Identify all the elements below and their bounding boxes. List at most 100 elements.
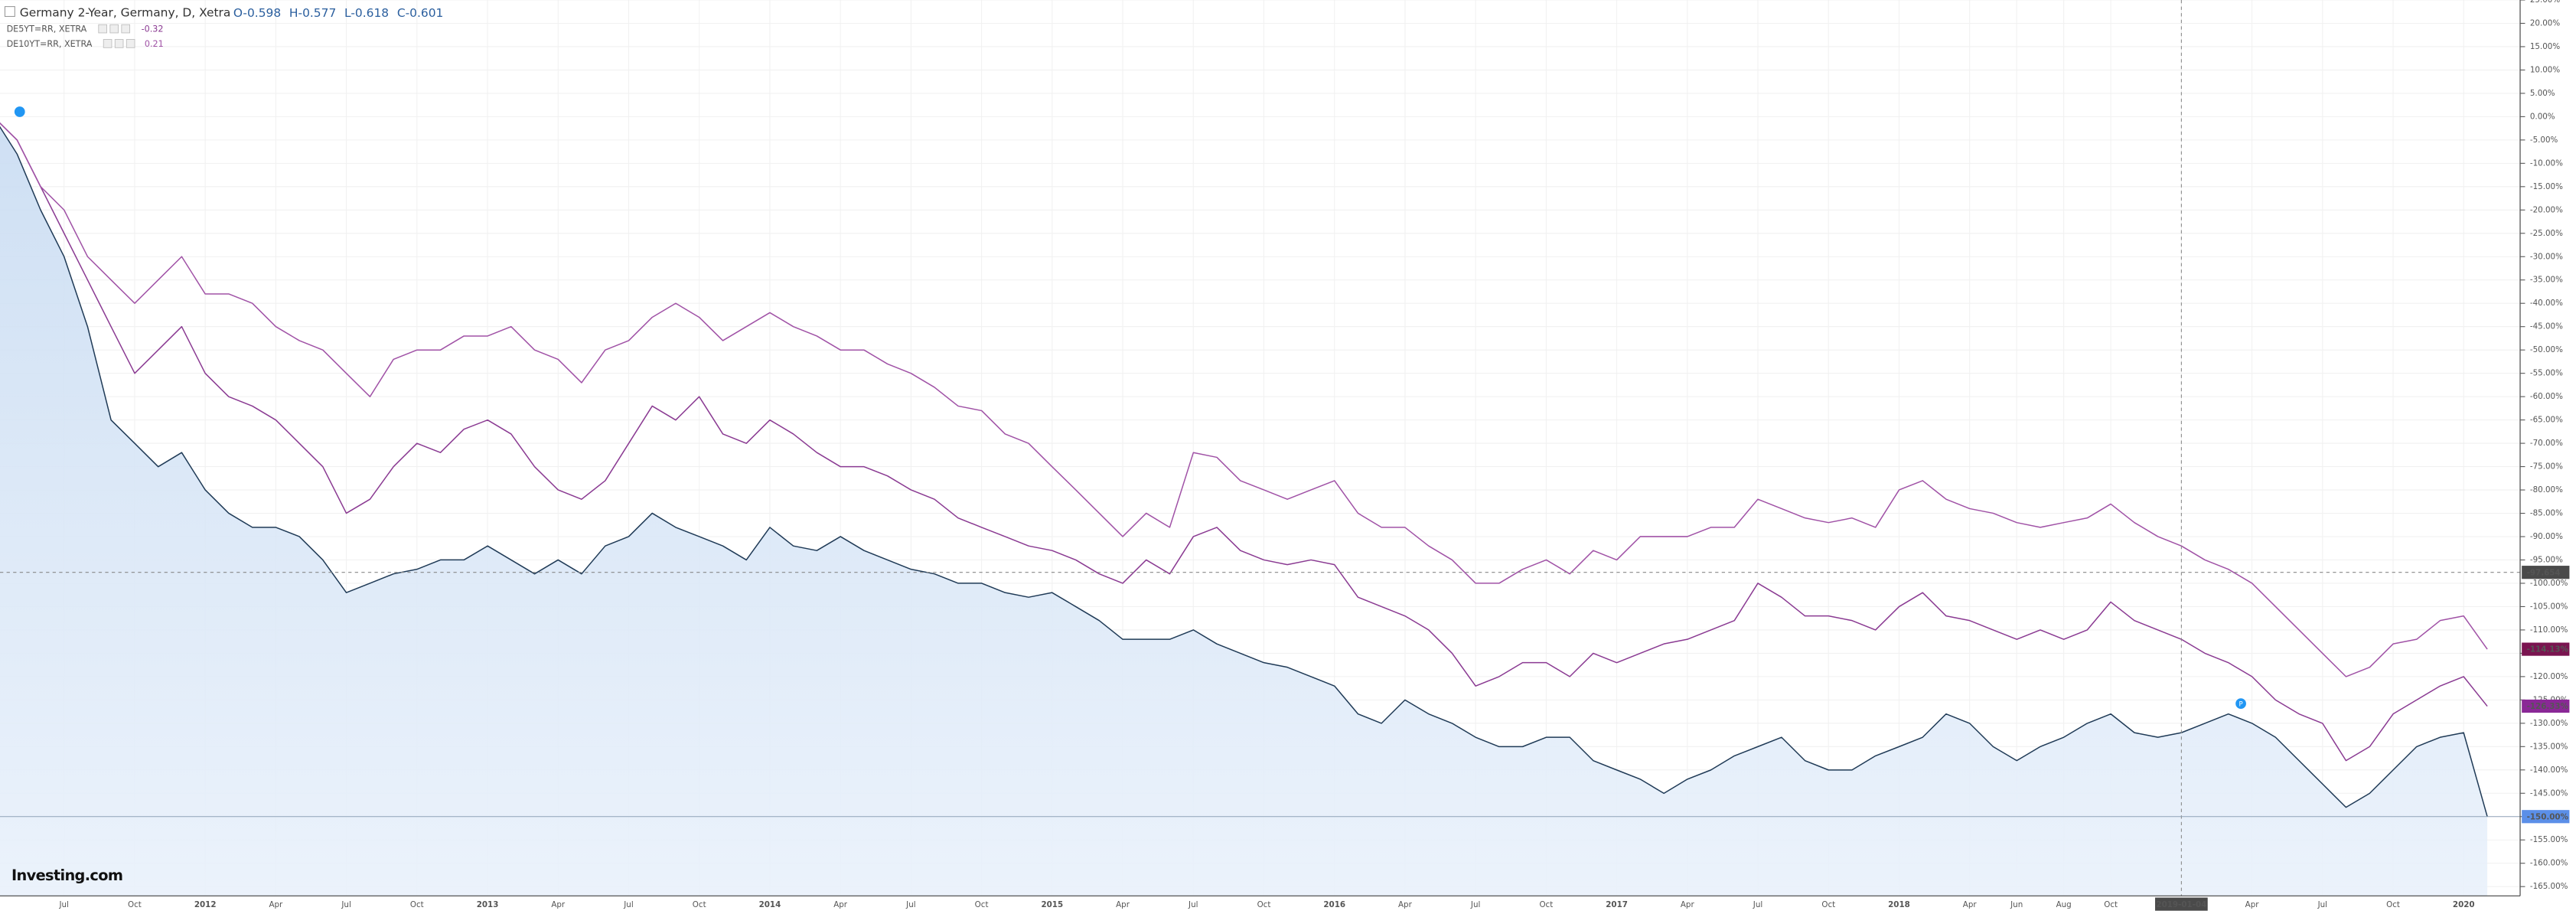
x-tick-label: Jul bbox=[59, 900, 69, 909]
x-tick-label: Oct bbox=[1539, 900, 1553, 909]
x-tick-label: Oct bbox=[975, 900, 989, 909]
y-tick-label: -75.00% bbox=[2530, 462, 2563, 472]
x-tick-label: 2018 bbox=[1888, 900, 1910, 909]
x-tick-label: 2016 bbox=[1323, 900, 1345, 909]
chart-title: Germany 2-Year, Germany, D, Xetra bbox=[20, 6, 231, 20]
ohlc-values: O-0.598 H-0.577 L-0.618 C-0.601 bbox=[233, 6, 444, 20]
x-tick-label: Aug bbox=[2056, 900, 2072, 909]
y-tick-label: -35.00% bbox=[2530, 276, 2563, 285]
y-tick-label: 25.00% bbox=[2530, 0, 2560, 5]
y-tick-label: -145.00% bbox=[2530, 788, 2568, 798]
y-tick-label: -160.00% bbox=[2530, 859, 2568, 868]
y-tick-label: -110.00% bbox=[2530, 625, 2568, 635]
y-tick-label: 10.00% bbox=[2530, 65, 2560, 74]
x-tick-label: Jul bbox=[2317, 900, 2327, 909]
event-flag[interactable]: P bbox=[14, 106, 2246, 709]
y-tick-label: -50.00% bbox=[2530, 345, 2563, 354]
y-tick-label: 0.00% bbox=[2530, 112, 2555, 121]
legend: Germany 2-Year, Germany, D, Xetra O-0.59… bbox=[4, 6, 444, 49]
x-tick-label: Apr bbox=[1116, 900, 1130, 909]
ohlc-item: H-0.577 bbox=[289, 6, 336, 20]
series-line bbox=[0, 126, 2488, 817]
y-tick-label: -65.00% bbox=[2530, 416, 2563, 425]
x-tick-label: Apr bbox=[1963, 900, 1978, 909]
y-tick-label: -25.00% bbox=[2530, 229, 2563, 238]
y-tick-label: -85.00% bbox=[2530, 509, 2563, 518]
x-tick-label: 2019-01-04 bbox=[2156, 900, 2206, 909]
x-tick-label: Jul bbox=[905, 900, 915, 909]
y-tick-label: -45.00% bbox=[2530, 322, 2563, 331]
x-tick-label: Oct bbox=[693, 900, 706, 909]
ohlc-item: L-0.618 bbox=[344, 6, 389, 20]
y-tick-label: 5.00% bbox=[2530, 89, 2555, 98]
y-tick-label: -5.00% bbox=[2530, 135, 2558, 145]
x-tick-label: Oct bbox=[128, 900, 142, 909]
y-tick-label: -40.00% bbox=[2530, 299, 2563, 308]
legend-value: -0.32 bbox=[142, 24, 164, 34]
crosshair-value-badge bbox=[2522, 566, 2570, 579]
plot-area bbox=[0, 122, 2488, 896]
last-value-label: -126.33% bbox=[2527, 702, 2568, 711]
x-tick-label: 2012 bbox=[194, 900, 217, 909]
x-tick-label: Apr bbox=[269, 900, 283, 909]
x-tick-label: Jul bbox=[1753, 900, 1762, 909]
ohlc-item: C-0.601 bbox=[397, 6, 444, 20]
x-tick-label: 2015 bbox=[1041, 900, 1063, 909]
y-tick-label: -165.00% bbox=[2530, 882, 2568, 891]
legend-label: DE10YT=RR, XETRA bbox=[7, 39, 93, 49]
x-tick-label: Apr bbox=[1681, 900, 1695, 909]
x-tick-label: Apr bbox=[551, 900, 566, 909]
x-tick-label: Oct bbox=[1821, 900, 1835, 909]
x-tick-label: Oct bbox=[1257, 900, 1271, 909]
x-tick-label: 2020 bbox=[2453, 900, 2475, 909]
crosshair-date-badge bbox=[2155, 897, 2208, 911]
y-tick-label: -30.00% bbox=[2530, 252, 2563, 261]
last-value-badge bbox=[2522, 699, 2570, 713]
y-tick-label: -135.00% bbox=[2530, 742, 2568, 751]
area bbox=[0, 127, 2488, 896]
y-tick-label: -70.00% bbox=[2530, 439, 2563, 448]
y-tick-label: -90.00% bbox=[2530, 532, 2563, 541]
x-tick-label: Jul bbox=[623, 900, 633, 909]
last-value-label: -114.13% bbox=[2527, 645, 2568, 654]
y-tick-label: -15.00% bbox=[2530, 182, 2563, 191]
x-tick-label: 2013 bbox=[477, 900, 499, 909]
x-tick-label: 2014 bbox=[759, 900, 781, 909]
legend-icons bbox=[98, 24, 135, 48]
series-line bbox=[0, 122, 2488, 762]
x-tick-label: 2017 bbox=[1606, 900, 1628, 909]
y-tick-label: 15.00% bbox=[2530, 42, 2560, 51]
x-tick-label: Apr bbox=[1398, 900, 1413, 909]
last-value-badge bbox=[2522, 642, 2570, 656]
logo: Investing.com bbox=[11, 867, 122, 884]
x-tick-label: Oct bbox=[2386, 900, 2400, 909]
y-tick-label: -55.00% bbox=[2530, 369, 2563, 378]
x-tick-label: Oct bbox=[410, 900, 424, 909]
legend-value: 0.21 bbox=[145, 39, 164, 49]
last-value-label: -150.00% bbox=[2527, 812, 2568, 821]
y-tick-label: -20.00% bbox=[2530, 205, 2563, 214]
legend-label: DE5YT=RR, XETRA bbox=[7, 24, 87, 34]
y-tick-label: -60.00% bbox=[2530, 392, 2563, 401]
crosshair-value-label: -97.654 bbox=[2527, 568, 2561, 577]
series-line bbox=[0, 122, 2488, 677]
y-tick-label: -105.00% bbox=[2530, 602, 2568, 611]
y-tick-label: -155.00% bbox=[2530, 835, 2568, 844]
collapse-icon[interactable] bbox=[4, 6, 15, 18]
x-tick-label: Oct bbox=[2104, 900, 2118, 909]
y-tick-label: -140.00% bbox=[2530, 765, 2568, 775]
y-tick-label: -95.00% bbox=[2530, 555, 2563, 564]
x-tick-label: Jul bbox=[1188, 900, 1198, 909]
y-tick-label: -120.00% bbox=[2530, 672, 2568, 681]
y-tick-label: -100.00% bbox=[2530, 579, 2568, 588]
x-tick-label: Jun bbox=[2010, 900, 2023, 909]
y-tick-label: -80.00% bbox=[2530, 485, 2563, 495]
x-tick-label: Apr bbox=[833, 900, 848, 909]
ohlc-item: O-0.598 bbox=[233, 6, 281, 20]
svg-text:P: P bbox=[2239, 701, 2242, 709]
last-value-badge bbox=[2522, 810, 2570, 824]
y-tick-label: 20.00% bbox=[2530, 18, 2560, 28]
